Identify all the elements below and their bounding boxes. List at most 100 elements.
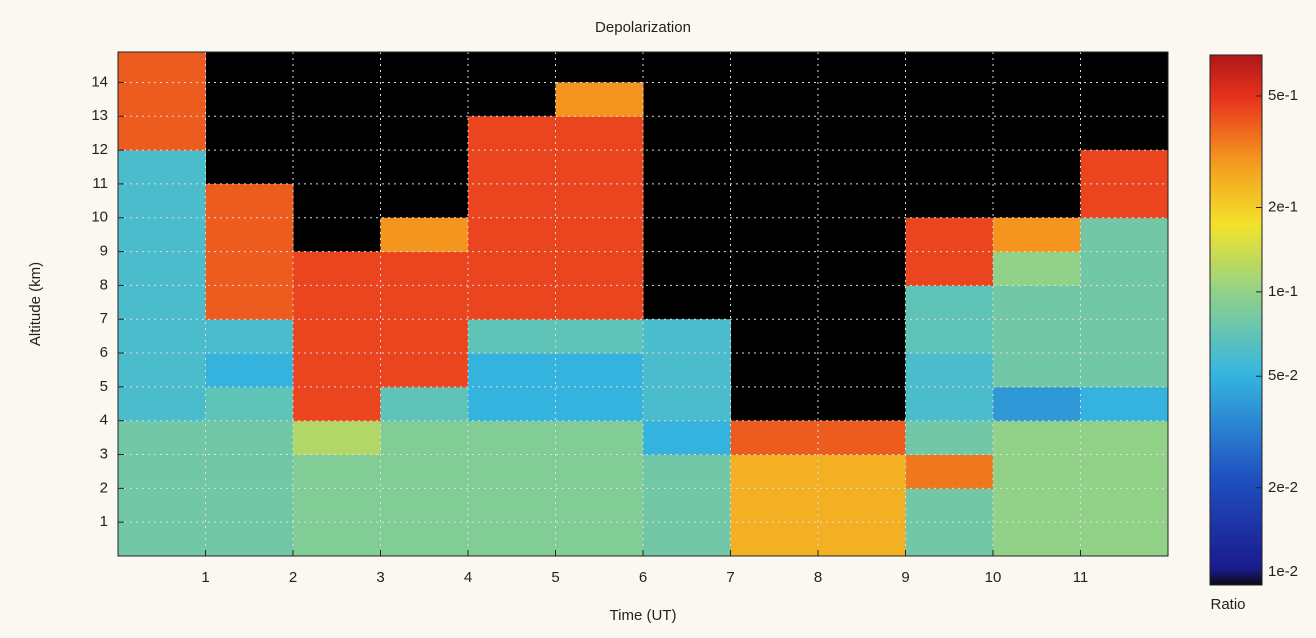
y-tick-label: 2 bbox=[100, 479, 108, 496]
x-tick-label: 4 bbox=[464, 569, 472, 586]
colorbar-swatch bbox=[1210, 485, 1262, 488]
colorbar-swatch bbox=[1210, 203, 1262, 206]
colorbar-swatch bbox=[1210, 367, 1262, 370]
heatmap-cell bbox=[118, 353, 206, 388]
colorbar-swatch bbox=[1210, 287, 1262, 290]
colorbar-swatch bbox=[1210, 437, 1262, 440]
colorbar-swatch bbox=[1210, 505, 1262, 508]
colorbar-swatch bbox=[1210, 569, 1262, 572]
heatmap-cell bbox=[380, 522, 469, 556]
colorbar-swatch bbox=[1210, 441, 1262, 444]
heatmap-cell bbox=[293, 353, 381, 388]
colorbar-swatch bbox=[1210, 461, 1262, 464]
heatmap-cell bbox=[993, 488, 1081, 523]
colorbar-tick-label: 1e-2 bbox=[1268, 563, 1298, 580]
colorbar-swatch bbox=[1210, 263, 1262, 266]
heatmap-cell bbox=[293, 386, 381, 422]
colorbar-swatch bbox=[1210, 183, 1262, 186]
colorbar-swatch bbox=[1210, 61, 1262, 64]
colorbar-swatch bbox=[1210, 377, 1262, 380]
heatmap-cell bbox=[993, 386, 1081, 422]
colorbar-swatch bbox=[1210, 59, 1262, 62]
heatmap-cell bbox=[1080, 454, 1168, 489]
colorbar-swatch bbox=[1210, 233, 1262, 236]
colorbar-swatch bbox=[1210, 419, 1262, 422]
heatmap-cell bbox=[293, 488, 381, 523]
colorbar-swatch bbox=[1210, 135, 1262, 138]
colorbar-swatch bbox=[1210, 415, 1262, 418]
colorbar-swatch bbox=[1210, 155, 1262, 158]
x-tick-label: 3 bbox=[376, 569, 384, 586]
colorbar-swatch bbox=[1210, 383, 1262, 386]
colorbar-swatch bbox=[1210, 439, 1262, 442]
heatmap-cell bbox=[380, 420, 469, 456]
colorbar-swatch bbox=[1210, 185, 1262, 188]
colorbar-swatch bbox=[1210, 77, 1262, 80]
colorbar-swatch bbox=[1210, 161, 1262, 164]
heatmap-cell bbox=[555, 319, 644, 354]
colorbar-swatch bbox=[1210, 503, 1262, 506]
y-tick-label: 11 bbox=[92, 175, 108, 192]
heatmap-cell bbox=[1080, 150, 1168, 185]
heatmap-cell bbox=[555, 183, 644, 219]
colorbar-swatch bbox=[1210, 431, 1262, 434]
heatmap-cell bbox=[293, 285, 381, 320]
colorbar-swatch bbox=[1210, 447, 1262, 450]
colorbar-swatch bbox=[1210, 399, 1262, 402]
y-tick-label: 1 bbox=[100, 513, 108, 530]
colorbar-swatch bbox=[1210, 489, 1262, 492]
heatmap-cell bbox=[643, 319, 731, 354]
colorbar: 1e-2 2e-2 5e-2 1e-1 2e-1 5e-1 Ratio bbox=[1209, 54, 1298, 613]
colorbar-swatch bbox=[1210, 423, 1262, 426]
colorbar-swatch bbox=[1210, 311, 1262, 314]
colorbar-swatch bbox=[1210, 411, 1262, 414]
colorbar-swatch bbox=[1210, 145, 1262, 148]
colorbar-swatch bbox=[1210, 329, 1262, 332]
colorbar-swatch bbox=[1210, 445, 1262, 448]
heatmap-cell bbox=[993, 420, 1081, 456]
heatmap-cell bbox=[1080, 251, 1168, 286]
y-tick-label: 8 bbox=[100, 276, 108, 293]
colorbar-swatch bbox=[1210, 327, 1262, 330]
colorbar-swatch bbox=[1210, 299, 1262, 302]
colorbar-swatch bbox=[1210, 289, 1262, 292]
heatmap-cell bbox=[905, 420, 994, 456]
colorbar-swatch bbox=[1210, 63, 1262, 66]
colorbar-swatch bbox=[1210, 197, 1262, 200]
colorbar-swatch bbox=[1210, 403, 1262, 406]
colorbar-swatch bbox=[1210, 111, 1262, 114]
x-tick-label: 6 bbox=[639, 569, 647, 586]
colorbar-swatch bbox=[1210, 87, 1262, 90]
heatmap-cell bbox=[380, 285, 469, 320]
colorbar-swatch bbox=[1210, 219, 1262, 222]
heatmap bbox=[118, 52, 1168, 556]
colorbar-swatch bbox=[1210, 433, 1262, 436]
colorbar-swatch bbox=[1210, 75, 1262, 78]
heatmap-cell bbox=[555, 150, 644, 185]
colorbar-swatch bbox=[1210, 99, 1262, 102]
colorbar-swatch bbox=[1210, 127, 1262, 130]
colorbar-swatch bbox=[1210, 341, 1262, 344]
heatmap-cell bbox=[905, 454, 994, 489]
colorbar-swatch bbox=[1210, 471, 1262, 474]
colorbar-swatch bbox=[1210, 65, 1262, 68]
heatmap-cell bbox=[905, 488, 994, 523]
colorbar-swatch bbox=[1210, 509, 1262, 512]
heatmap-cell bbox=[380, 353, 469, 388]
colorbar-swatch bbox=[1210, 259, 1262, 262]
colorbar-swatch bbox=[1210, 101, 1262, 104]
heatmap-cell bbox=[555, 353, 644, 388]
heatmap-cell bbox=[205, 353, 294, 388]
heatmap-cell bbox=[730, 488, 819, 523]
heatmap-cell bbox=[205, 386, 294, 422]
colorbar-swatch bbox=[1210, 153, 1262, 156]
y-axis-label: Altitude (km) bbox=[27, 262, 44, 346]
colorbar-swatch bbox=[1210, 195, 1262, 198]
heatmap-cell bbox=[905, 386, 994, 422]
heatmap-cell bbox=[468, 183, 556, 219]
colorbar-swatch bbox=[1210, 331, 1262, 334]
heatmap-cell bbox=[643, 353, 731, 388]
colorbar-swatch bbox=[1210, 381, 1262, 384]
heatmap-cell bbox=[468, 116, 556, 151]
